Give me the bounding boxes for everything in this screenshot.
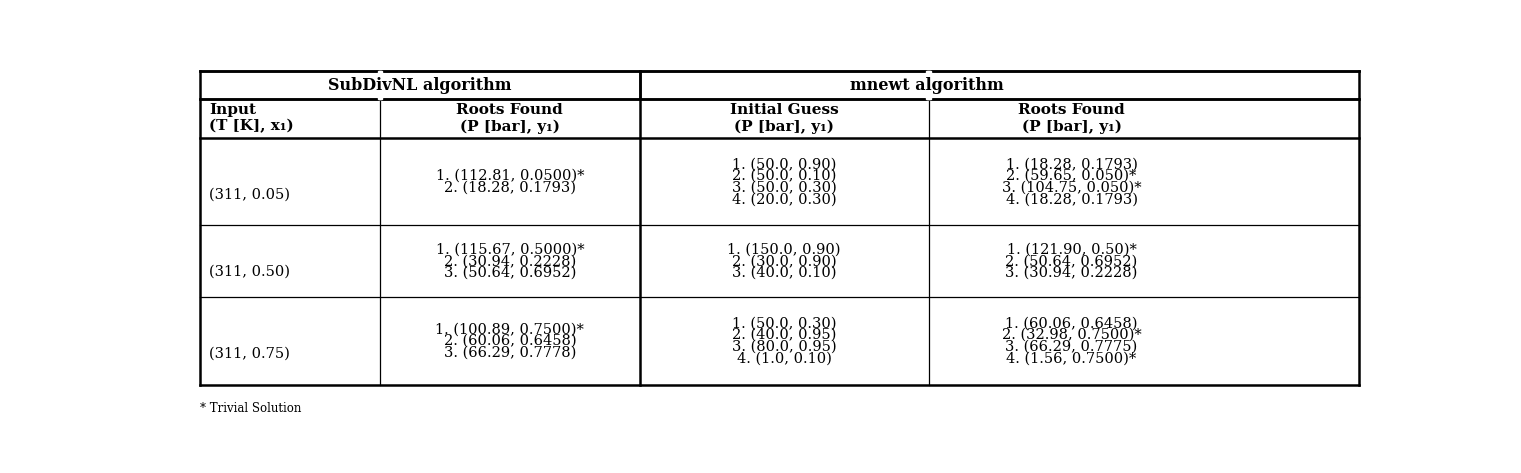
Text: 4. (1.0, 0.10): 4. (1.0, 0.10) bbox=[736, 351, 832, 365]
Bar bbox=[377, 71, 382, 99]
Text: 3. (50.0, 0.30): 3. (50.0, 0.30) bbox=[732, 181, 837, 194]
Text: 1. (121.90, 0.50)*: 1. (121.90, 0.50)* bbox=[1007, 243, 1136, 257]
Bar bbox=[926, 71, 931, 99]
Text: 2. (59.65, 0.050)*: 2. (59.65, 0.050)* bbox=[1007, 169, 1136, 183]
Text: 2. (50.64, 0.6952): 2. (50.64, 0.6952) bbox=[1005, 254, 1138, 268]
Text: 3. (66.29, 0.7775): 3. (66.29, 0.7775) bbox=[1005, 340, 1138, 354]
Text: (311, 0.05): (311, 0.05) bbox=[208, 188, 291, 202]
Text: 3. (40.0, 0.10): 3. (40.0, 0.10) bbox=[732, 266, 837, 280]
Text: 3. (80.0, 0.95): 3. (80.0, 0.95) bbox=[732, 340, 837, 354]
Text: 1. (100.89, 0.7500)*: 1. (100.89, 0.7500)* bbox=[435, 322, 584, 336]
Text: mnewt algorithm: mnewt algorithm bbox=[850, 77, 1004, 94]
Text: * Trivial Solution: * Trivial Solution bbox=[199, 402, 301, 415]
Text: 1. (150.0, 0.90): 1. (150.0, 0.90) bbox=[727, 243, 841, 257]
Text: 3. (30.94, 0.2228): 3. (30.94, 0.2228) bbox=[1005, 266, 1138, 280]
Text: 2. (32.98, 0.7500)*: 2. (32.98, 0.7500)* bbox=[1002, 328, 1141, 342]
Text: 4. (1.56, 0.7500)*: 4. (1.56, 0.7500)* bbox=[1007, 351, 1136, 365]
Text: 2. (40.0, 0.95): 2. (40.0, 0.95) bbox=[732, 328, 837, 342]
Text: 1. (112.81, 0.0500)*: 1. (112.81, 0.0500)* bbox=[435, 169, 584, 183]
Text: 3. (50.64, 0.6952): 3. (50.64, 0.6952) bbox=[444, 266, 576, 280]
Text: (311, 0.75): (311, 0.75) bbox=[208, 347, 291, 361]
Text: Input: Input bbox=[208, 103, 256, 117]
Text: 1. (18.28, 0.1793): 1. (18.28, 0.1793) bbox=[1005, 157, 1138, 171]
Text: 2. (50.0, 0.10): 2. (50.0, 0.10) bbox=[732, 169, 837, 183]
Text: 4. (18.28, 0.1793): 4. (18.28, 0.1793) bbox=[1005, 192, 1138, 206]
Text: Roots Found: Roots Found bbox=[456, 103, 563, 117]
Text: 2. (18.28, 0.1793): 2. (18.28, 0.1793) bbox=[444, 181, 576, 194]
Text: 3. (66.29, 0.7778): 3. (66.29, 0.7778) bbox=[444, 345, 576, 359]
Text: 1. (60.06, 0.6458): 1. (60.06, 0.6458) bbox=[1005, 316, 1138, 330]
Text: 1. (115.67, 0.5000)*: 1. (115.67, 0.5000)* bbox=[435, 243, 584, 257]
Text: SubDivNL algorithm: SubDivNL algorithm bbox=[329, 77, 511, 94]
Text: (311, 0.50): (311, 0.50) bbox=[208, 265, 291, 279]
Text: (P [bar], y₁): (P [bar], y₁) bbox=[1022, 119, 1121, 133]
Text: 1. (50.0, 0.30): 1. (50.0, 0.30) bbox=[732, 316, 837, 330]
Text: (P [bar], y₁): (P [bar], y₁) bbox=[735, 119, 834, 133]
Text: (P [bar], y₁): (P [bar], y₁) bbox=[459, 119, 560, 133]
Text: 2. (30.0, 0.90): 2. (30.0, 0.90) bbox=[732, 254, 837, 268]
Text: 3. (104.75, 0.050)*: 3. (104.75, 0.050)* bbox=[1002, 181, 1141, 194]
Text: 2. (60.06, 0.6458): 2. (60.06, 0.6458) bbox=[444, 334, 576, 348]
Text: 4. (20.0, 0.30): 4. (20.0, 0.30) bbox=[732, 192, 837, 206]
Text: Roots Found: Roots Found bbox=[1018, 103, 1126, 117]
Text: 1. (50.0, 0.90): 1. (50.0, 0.90) bbox=[732, 157, 837, 171]
Text: 2. (30.94, 0.2228): 2. (30.94, 0.2228) bbox=[444, 254, 576, 268]
Text: (T [K], x₁): (T [K], x₁) bbox=[208, 119, 294, 133]
Text: Initial Guess: Initial Guess bbox=[730, 103, 838, 117]
